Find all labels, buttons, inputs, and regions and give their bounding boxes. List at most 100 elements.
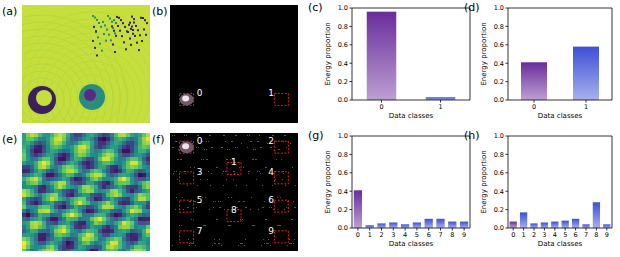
shape (86, 229, 90, 233)
shape (227, 159, 228, 160)
shape (130, 201, 134, 205)
shape (50, 165, 54, 169)
phase-image (22, 133, 150, 251)
shape (264, 201, 265, 202)
shape (82, 169, 86, 173)
shape (26, 189, 30, 193)
shape (122, 245, 126, 249)
shape (22, 213, 26, 217)
y-tick (506, 100, 509, 101)
shape (129, 22, 131, 24)
x-tick-label: 5 (415, 231, 419, 239)
shape (139, 34, 141, 36)
shape (102, 233, 106, 237)
shape (138, 133, 142, 137)
shape (94, 209, 98, 213)
shape (204, 225, 205, 226)
shape (138, 153, 142, 157)
shape (38, 217, 42, 221)
shape (22, 57, 85, 123)
shape (46, 177, 50, 181)
shape (50, 193, 54, 197)
shape (58, 193, 62, 197)
shape (114, 181, 118, 185)
shape (110, 249, 114, 251)
shape (114, 51, 116, 53)
shape (78, 205, 82, 209)
shape (94, 133, 98, 137)
shape (42, 217, 46, 221)
shape (94, 245, 98, 249)
shape (138, 249, 142, 251)
class-box (180, 172, 194, 184)
shape (22, 36, 106, 123)
y-axis (352, 136, 353, 228)
shape (122, 173, 126, 177)
shape (34, 177, 38, 181)
shape (261, 147, 262, 148)
shape (54, 233, 58, 237)
shape (82, 225, 86, 229)
shape (110, 141, 114, 145)
shape (86, 153, 90, 157)
shape (134, 149, 138, 153)
shape (218, 243, 219, 244)
shape (98, 209, 102, 213)
shape (208, 141, 209, 142)
shape (26, 153, 30, 157)
shape (22, 173, 26, 177)
shape (210, 185, 211, 186)
shape (134, 185, 138, 189)
shape (30, 225, 34, 229)
y-tick-label: 0.8 (338, 151, 348, 159)
panel-label: (a) (2, 5, 17, 18)
shape (58, 237, 62, 241)
shape (58, 221, 62, 225)
shape (74, 153, 78, 157)
shape (30, 165, 34, 169)
frame (612, 8, 613, 100)
shape (211, 173, 212, 174)
shape (93, 26, 95, 28)
shape (231, 141, 232, 142)
shape (142, 217, 146, 221)
shape (62, 177, 66, 181)
shape (98, 149, 102, 153)
shape (138, 197, 142, 201)
shape (90, 169, 94, 173)
shape (126, 189, 130, 193)
shape (126, 173, 130, 177)
shape (66, 233, 70, 237)
shape (46, 161, 50, 165)
shape (126, 233, 130, 237)
shape (258, 209, 259, 210)
shape (34, 209, 38, 213)
shape (70, 237, 74, 241)
shape (182, 143, 189, 149)
shape (250, 141, 251, 142)
shape (62, 249, 66, 251)
shape (90, 165, 94, 169)
shape (219, 243, 220, 244)
shape (178, 159, 179, 160)
shape (268, 239, 269, 240)
shape (126, 197, 130, 201)
shape (30, 173, 34, 177)
shape (82, 201, 86, 205)
shape (98, 189, 102, 193)
shape (66, 193, 70, 197)
shape (38, 229, 42, 233)
shape (42, 177, 46, 181)
shape (134, 233, 138, 237)
shape (90, 193, 94, 197)
shape (102, 137, 106, 141)
x-axis-label: Data classes (538, 112, 583, 120)
shape (30, 249, 34, 251)
shape (138, 141, 142, 145)
shape (38, 169, 42, 173)
shape (66, 137, 70, 141)
y-tick (506, 209, 509, 210)
shape (118, 241, 122, 245)
shape (70, 133, 74, 137)
shape (78, 133, 82, 137)
